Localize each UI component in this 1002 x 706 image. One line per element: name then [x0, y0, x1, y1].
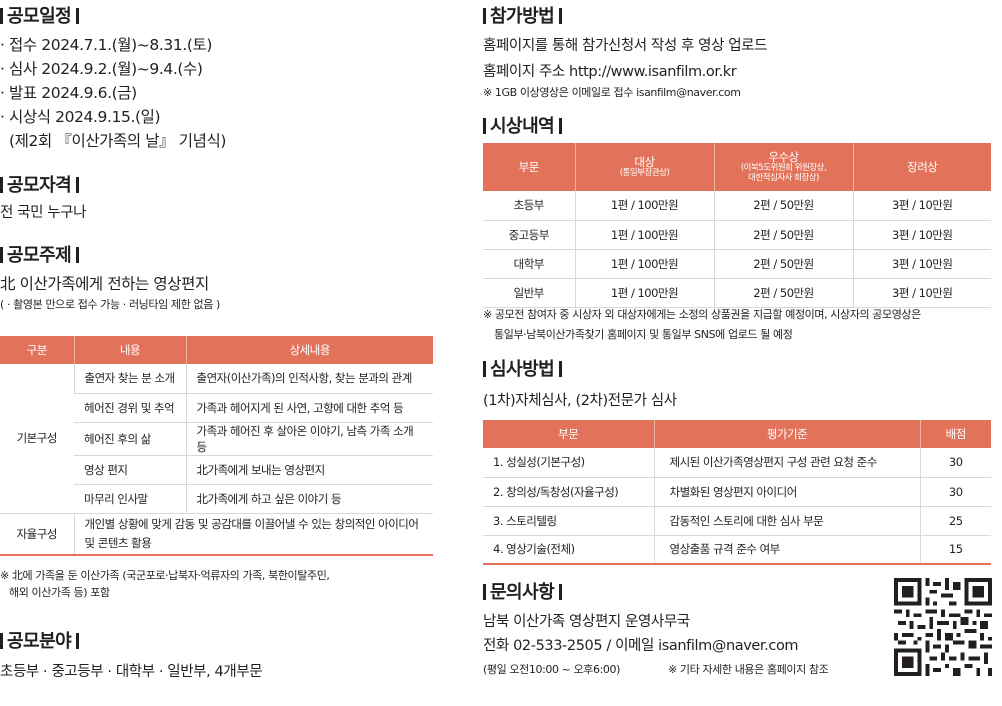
table-row: 자율구성 개인별 상황에 맞게 감동 및 공감대를 이끌어낼 수 있는 창의적인… [0, 513, 433, 556]
table-row: 헤어진 경위 및 추억 가족과 헤어지게 된 사연, 고향에 대한 추억 등 [0, 393, 433, 423]
review-score: 30 [919, 477, 991, 507]
participation-note: ※ 1GB 이상영상은 이메일로 접수 isanfilm@naver.com [483, 86, 741, 99]
participation-line2: 홈페이지 주소 http://www.isanfilm.or.kr [483, 64, 737, 80]
row-content: 출연자 찾는 분 소개 [73, 364, 186, 394]
review-header: 부문 [483, 420, 654, 448]
schedule-item: · 심사 2024.9.2.(월)~9.4.(수) [0, 60, 203, 78]
theme-main: 北 이산가족에게 전하는 영상편지 [0, 275, 209, 293]
award-encourage: 3편 / 10만원 [852, 191, 991, 221]
review-table: 부문 평가기준 배점 1. 성실성(기본구성) 제시된 이산가족영상편지 구성 … [483, 420, 991, 565]
row-detail: 가족과 헤어진 후 살아온 이야기, 남측 가족 소개 등 [185, 422, 433, 456]
schedule-note: (제2회 『이산가족의 날』 기념식) [9, 132, 226, 150]
qr-code-icon[interactable] [894, 578, 992, 676]
table-row: 기본구성 출연자 찾는 분 소개 출연자(이산가족)의 인적사항, 찾는 분과의… [0, 364, 433, 514]
contact-phone: 전화 02-533-2505 / 이메일 isanfilm@naver.com [483, 638, 799, 654]
review-division: 3. 스토리텔링 [483, 506, 654, 536]
awards-header: 장려상 [852, 143, 991, 191]
table-row: 일반부 1편 / 100만원 2편 / 50만원 3편 / 10만원 [483, 278, 991, 308]
award-encourage: 3편 / 10만원 [852, 278, 991, 308]
table-row: 1. 성실성(기본구성) 제시된 이산가족영상편지 구성 관련 요청 준수 30 [483, 448, 991, 478]
table-row: 2. 창의성/독창성(자율구성) 차별화된 영상편지 아이디어 30 [483, 477, 991, 507]
review-text: (1차)자체심사, (2차)전문가 심사 [483, 393, 677, 409]
row-detail: 北가족에게 보내는 영상편지 [185, 455, 433, 485]
review-criteria: 영상출품 규격 준수 여부 [653, 535, 920, 565]
award-grand: 1편 / 100만원 [574, 249, 714, 279]
row-detail: 가족과 헤어지게 된 사연, 고향에 대한 추억 등 [185, 393, 433, 423]
contact-hours: (평일 오전10:00 ~ 오후6:00) [483, 663, 621, 676]
theme-note: ※ 北에 가족을 둔 이산가족 (국군포로·납북자·억류자의 가족, 북한이탈주… [0, 569, 330, 582]
award-grand: 1편 / 100만원 [574, 220, 714, 250]
review-score: 30 [919, 448, 991, 478]
field-heading: 공모분야 [0, 627, 80, 653]
awards-table: 부문 대상 (통일부장관상) 우수상 (이북5도위원회 위원장상, 대한적십자사 회장… [483, 143, 991, 308]
theme-sub: ( · 촬영본 만으로 접수 가능 · 러닝타임 제한 없음 ) [0, 298, 220, 311]
review-criteria: 차별화된 영상편지 아이디어 [653, 477, 920, 507]
qualification-text: 전 국민 누구나 [0, 205, 87, 221]
field-text: 초등부 · 중고등부 · 대학부 · 일반부, 4개부문 [0, 664, 263, 680]
review-division: 4. 영상기술(전체) [483, 535, 654, 565]
qualification-heading: 공모자격 [0, 171, 80, 197]
theme-table-header: 상세내용 [185, 336, 433, 364]
table-row: 마무리 인사말 北가족에게 하고 싶은 이야기 등 [0, 484, 433, 514]
awards-header: 부문 [483, 143, 575, 191]
award-encourage: 3편 / 10만원 [852, 220, 991, 250]
award-grand: 1편 / 100만원 [574, 278, 714, 308]
awards-header: 우수상 (이북5도위원회 위원장상, 대한적십자사 회장상) [713, 143, 853, 191]
theme-table-header: 내용 [73, 336, 186, 364]
theme-table: 구분 내용 상세내용 기본구성 출연자 찾는 분 소개 출연자(이산가족)의 인… [0, 336, 433, 556]
table-row: 4. 영상기술(전체) 영상출품 규격 준수 여부 15 [483, 535, 991, 565]
awards-note: ※ 공모전 참여자 중 시상자 외 대상자에게는 소정의 상품권을 지급할 예정… [483, 308, 921, 321]
row-content: 헤어진 경위 및 추억 [74, 393, 186, 423]
theme-note: 해외 이산가족 등) 포함 [9, 586, 110, 599]
award-division: 대학부 [483, 249, 575, 279]
table-row: 대학부 1편 / 100만원 2편 / 50만원 3편 / 10만원 [483, 249, 991, 279]
participation-line1: 홈페이지를 통해 참가신청서 작성 후 영상 업로드 [483, 38, 768, 54]
contact-etc: ※ 기타 자세한 내용은 홈페이지 참조 [668, 663, 829, 676]
review-score: 25 [919, 506, 991, 536]
group-free: 자율구성 [0, 513, 74, 556]
row-detail: 北가족에게 하고 싶은 이야기 등 [185, 484, 433, 514]
participation-heading: 참가방법 [483, 2, 563, 28]
table-row: 3. 스토리텔링 감동적인 스토리에 대한 심사 부문 25 [483, 506, 991, 536]
award-division: 중고등부 [483, 220, 575, 250]
theme-heading: 공모주제 [0, 241, 80, 267]
schedule-item: · 시상식 2024.9.15.(일) [0, 108, 161, 126]
awards-header: 대상 (통일부장관상) [574, 143, 714, 191]
contact-heading: 문의사항 [483, 578, 563, 604]
review-score: 15 [919, 535, 991, 565]
table-row: 헤어진 후의 삶 가족과 헤어진 후 살아온 이야기, 남측 가족 소개 등 [0, 422, 433, 456]
schedule-item: · 발표 2024.9.6.(금) [0, 84, 137, 102]
awards-heading: 시상내역 [483, 112, 563, 138]
award-excellence: 2편 / 50만원 [713, 249, 853, 279]
award-excellence: 2편 / 50만원 [713, 220, 853, 250]
review-division: 2. 창의성/독창성(자율구성) [483, 477, 654, 507]
review-criteria: 감동적인 스토리에 대한 심사 부문 [653, 506, 920, 536]
review-header: 배점 [919, 420, 991, 448]
contact-office: 남북 이산가족 영상편지 운영사무국 [483, 614, 690, 630]
theme-table-header: 구분 [0, 336, 74, 364]
award-division: 초등부 [483, 191, 575, 221]
review-heading: 심사방법 [483, 355, 563, 381]
group-basic: 기본구성 [0, 364, 74, 514]
row-detail: 출연자(이산가족)의 인적사항, 찾는 분과의 관계 [185, 364, 433, 394]
award-division: 일반부 [483, 278, 575, 308]
table-row: 영상 편지 北가족에게 보내는 영상편지 [0, 455, 433, 485]
awards-note: 통일부·남북이산가족찾기 홈페이지 및 통일부 SNS에 업로드 될 예정 [494, 328, 793, 341]
review-header: 평가기준 [653, 420, 920, 448]
schedule-item: · 접수 2024.7.1.(월)~8.31.(토) [0, 36, 212, 54]
award-excellence: 2편 / 50만원 [713, 278, 853, 308]
table-row: 초등부 1편 / 100만원 2편 / 50만원 3편 / 10만원 [483, 191, 991, 221]
award-excellence: 2편 / 50만원 [713, 191, 853, 221]
schedule-heading: 공모일정 [0, 2, 80, 28]
table-row: 중고등부 1편 / 100만원 2편 / 50만원 3편 / 10만원 [483, 220, 991, 250]
row-content: 헤어진 후의 삶 [74, 422, 186, 456]
review-criteria: 제시된 이산가족영상편지 구성 관련 요청 준수 [653, 448, 920, 478]
review-division: 1. 성실성(기본구성) [483, 448, 654, 478]
award-grand: 1편 / 100만원 [574, 191, 714, 221]
free-detail: 개인별 상황에 맞게 감동 및 공감대를 이끌어낼 수 있는 창의적인 아이디어… [73, 513, 433, 556]
row-content: 영상 편지 [74, 455, 186, 485]
award-encourage: 3편 / 10만원 [852, 249, 991, 279]
row-content: 마무리 인사말 [74, 484, 186, 514]
